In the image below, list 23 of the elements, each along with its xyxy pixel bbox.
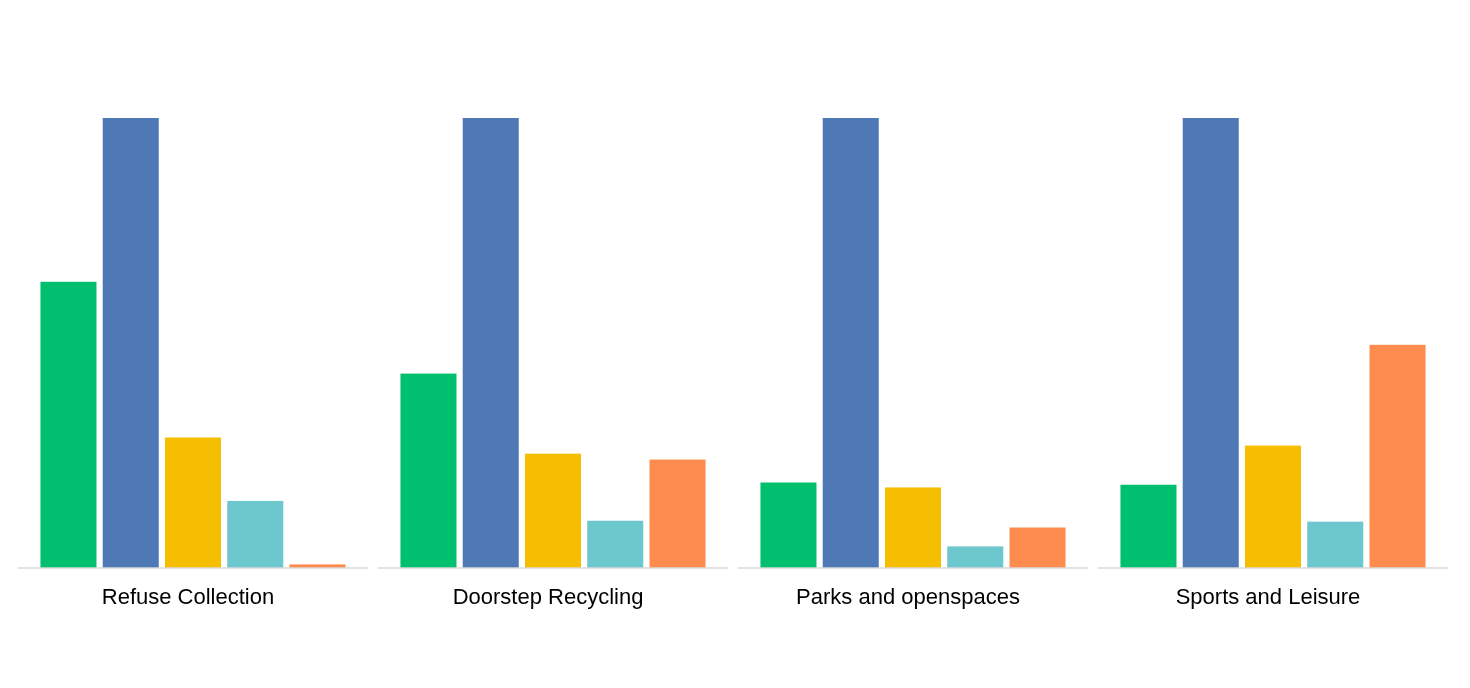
bar [102,118,159,568]
bar [524,453,582,568]
bar [884,487,942,568]
bar [462,118,519,568]
bar [1120,484,1177,568]
bar [1009,527,1066,568]
x-axis-title: Parks and openspaces [796,584,1020,609]
bar [947,546,1004,568]
bar [1307,521,1364,568]
bar [227,500,284,568]
bar [1369,344,1426,568]
x-axis-title: Refuse Collection [101,584,275,609]
bar [164,437,222,568]
bar [649,459,706,568]
bar [760,482,817,568]
bar [40,281,97,568]
bar [822,118,879,568]
bar [1182,118,1239,568]
x-axis-title: Doorstep Recycling [452,584,644,609]
x-axis-title: Sports and Leisure [1175,584,1361,609]
bar [400,373,457,568]
bar [587,520,644,568]
bar [1244,445,1302,568]
